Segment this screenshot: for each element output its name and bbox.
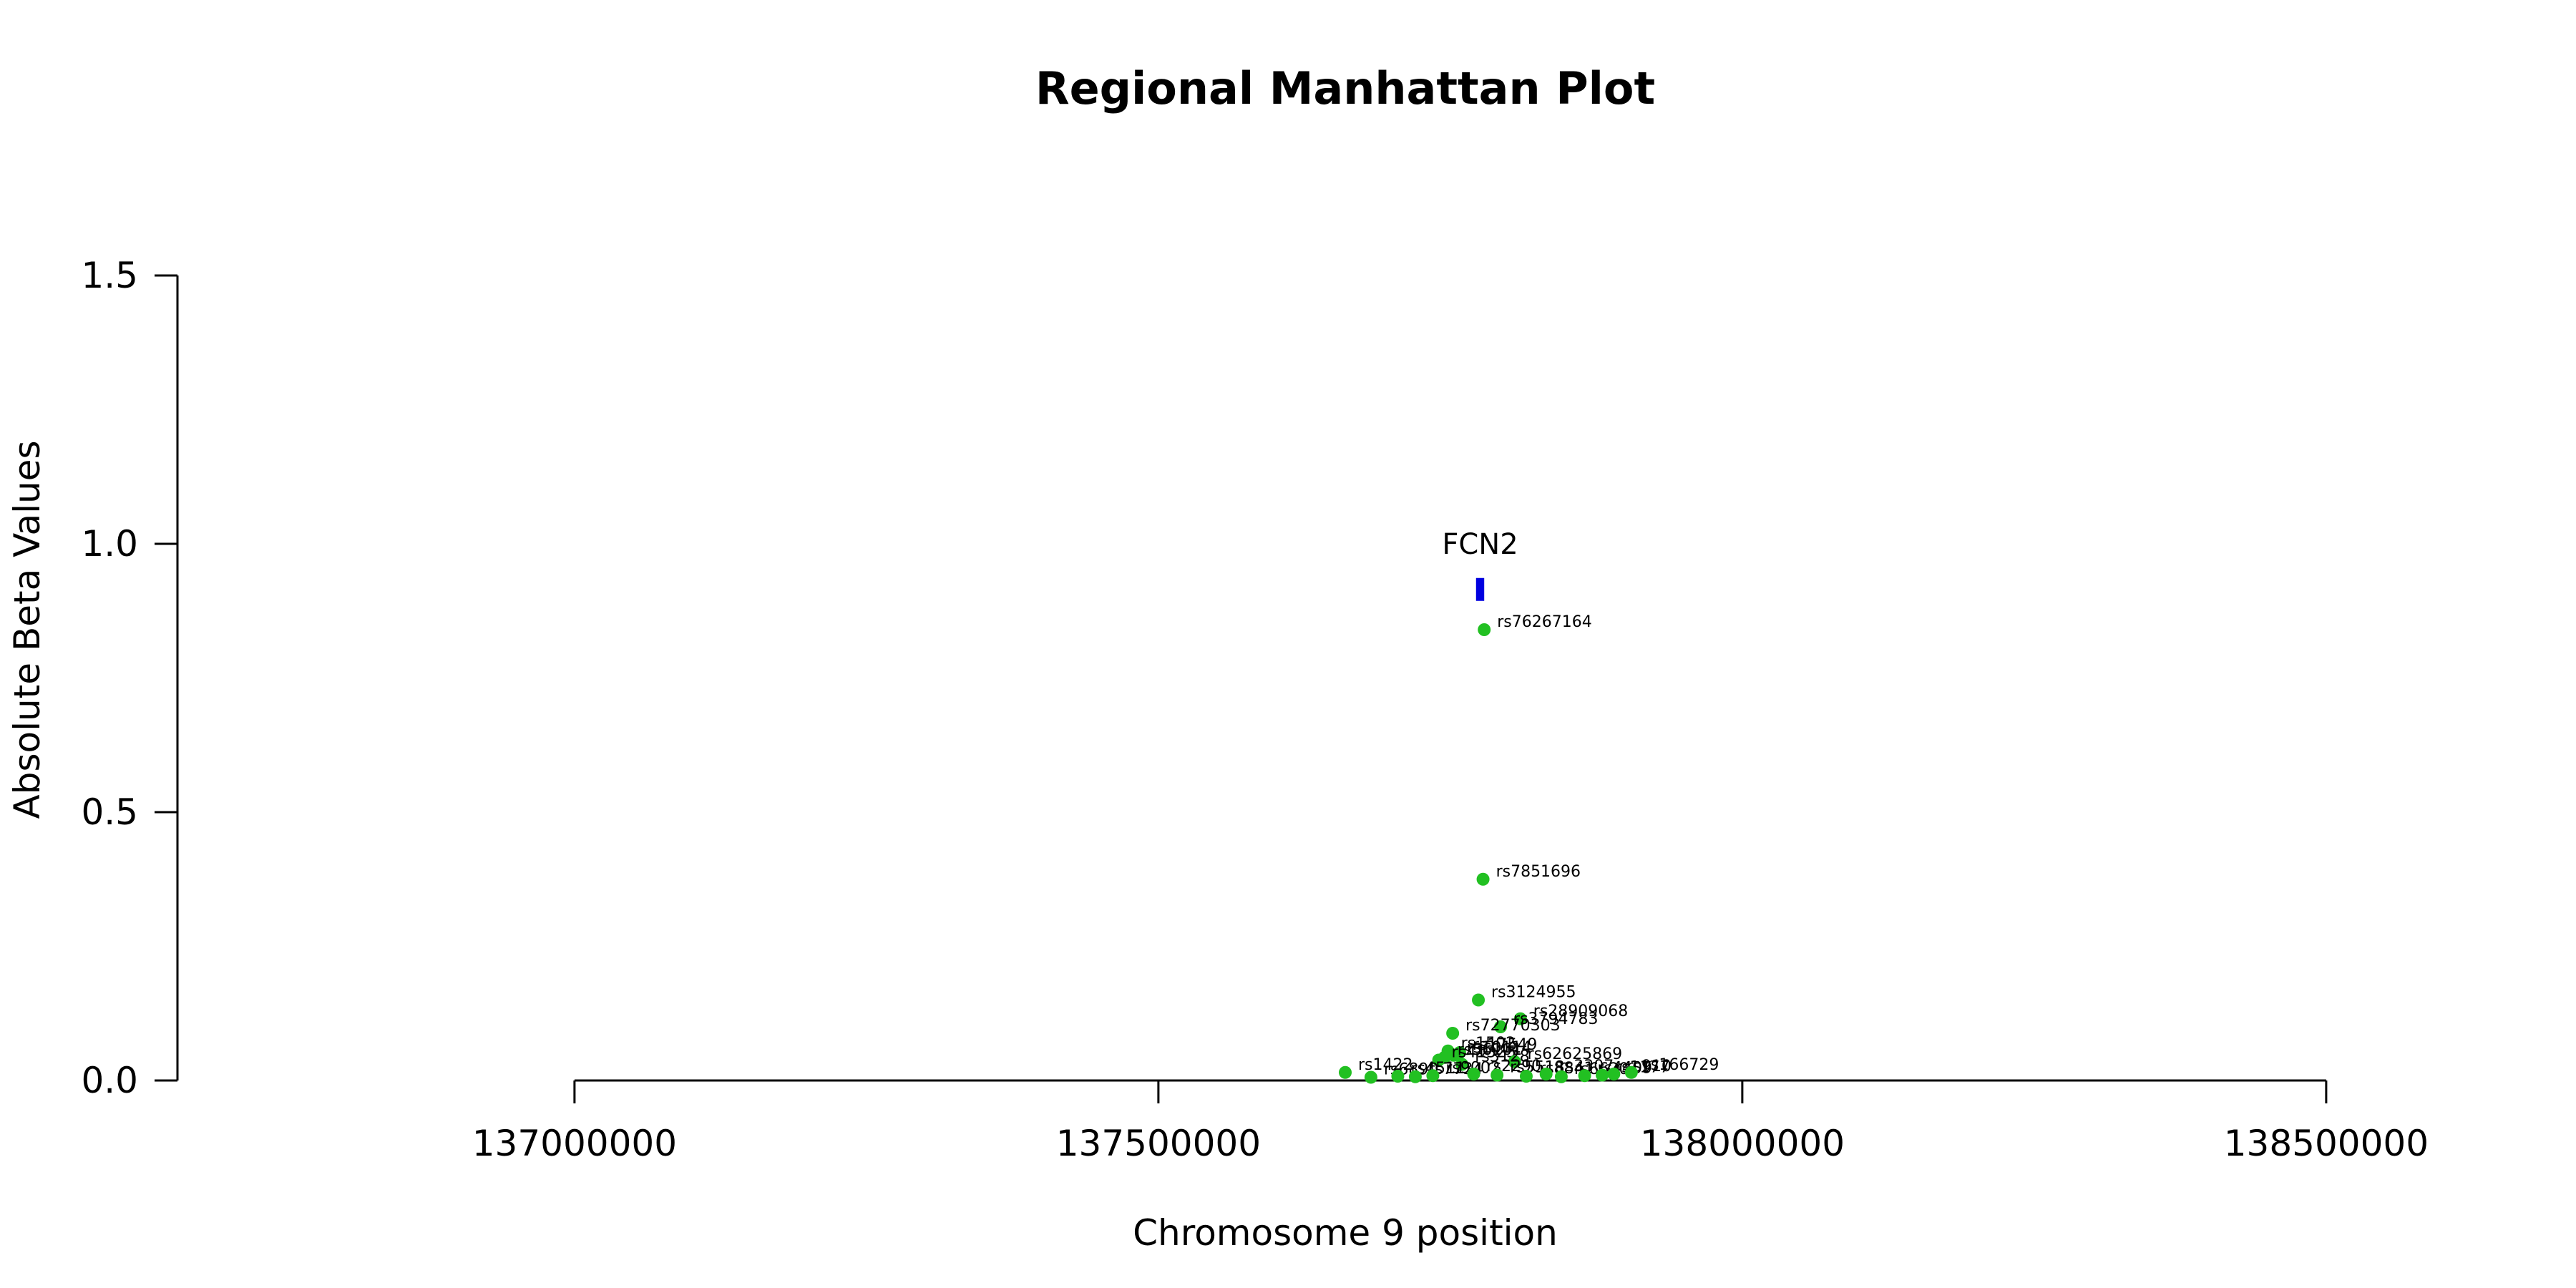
- x-tick-label: 137500000: [1056, 1123, 1261, 1164]
- y-tick-label: 0.0: [81, 1060, 138, 1101]
- snp-label: rs72770303: [1465, 1017, 1560, 1035]
- y-axis-label: Absolute Beta Values: [6, 441, 48, 819]
- snp-point: [1578, 1069, 1591, 1083]
- snp-label: rs3794783: [1513, 1010, 1599, 1028]
- snp-label: rs17549: [1473, 1036, 1538, 1054]
- snp-point: [1554, 1070, 1568, 1083]
- snp-point: [1455, 1058, 1469, 1071]
- snp-point: [1519, 1070, 1533, 1083]
- snp-point: [1596, 1068, 1609, 1082]
- snp-point: [1624, 1065, 1638, 1079]
- snp-point: [1467, 1068, 1480, 1080]
- gene-label: FCN2: [1442, 528, 1518, 561]
- snp-label: rs28909068: [1533, 1002, 1628, 1020]
- snp-label: rs5518: [1510, 1059, 1565, 1077]
- snp-point: [1494, 1020, 1508, 1033]
- snp-label: rs62625869: [1528, 1045, 1622, 1063]
- axes: 0.0 0.5 1.0 1.5 137000000 137500000 138000000 1…: [81, 255, 2429, 1164]
- snp-point: [1513, 1012, 1527, 1025]
- y-tick-label: 1.0: [81, 523, 138, 565]
- snp-point: [1476, 872, 1490, 886]
- snp-point: [1508, 1055, 1521, 1068]
- snp-label: rs3124955: [1491, 984, 1576, 1002]
- x-tick-label: 137000000: [472, 1123, 677, 1164]
- snp-point: [1339, 1065, 1352, 1079]
- snp-label: rs1422: [1358, 1056, 1413, 1074]
- snp-point: [1432, 1053, 1445, 1067]
- snp-point: [1426, 1069, 1440, 1083]
- y-tick-label: 0.5: [81, 791, 138, 833]
- y-tick-label: 1.5: [81, 255, 138, 296]
- snp-point: [1446, 1027, 1460, 1040]
- x-tick-label: 138000000: [1640, 1123, 1845, 1164]
- snp-label: rs166729: [1644, 1056, 1719, 1074]
- x-tick-label: 138500000: [2224, 1123, 2429, 1164]
- gene-block: [1475, 577, 1485, 601]
- gene-track: FCN2: [1442, 528, 1518, 601]
- snp-point: [1607, 1068, 1621, 1080]
- snp-point: [1539, 1068, 1553, 1080]
- snp-point: [1408, 1070, 1422, 1083]
- snp-point: [1391, 1070, 1405, 1083]
- snp-label: rs76267164: [1497, 613, 1591, 631]
- chart-title: Regional Manhattan Plot: [1035, 62, 1655, 114]
- x-axis-label: Chromosome 9 position: [1133, 1212, 1558, 1254]
- snp-point: [1364, 1070, 1377, 1084]
- snp-label: rs7851696: [1496, 863, 1581, 881]
- snp-point: [1478, 623, 1491, 636]
- snp-point: [1491, 1068, 1504, 1082]
- snp-label: rs10114: [1467, 1039, 1532, 1057]
- snp-label: rs56101: [1458, 1041, 1523, 1059]
- snp-point: [1472, 993, 1485, 1007]
- snp-points: rs76267164rs7851696rs3124955rs28909068rs…: [1339, 613, 1719, 1084]
- snp-label: rs1502: [1461, 1035, 1516, 1053]
- snp-label: rs1177: [1615, 1059, 1670, 1077]
- snp-label: rs3128: [1475, 1048, 1530, 1066]
